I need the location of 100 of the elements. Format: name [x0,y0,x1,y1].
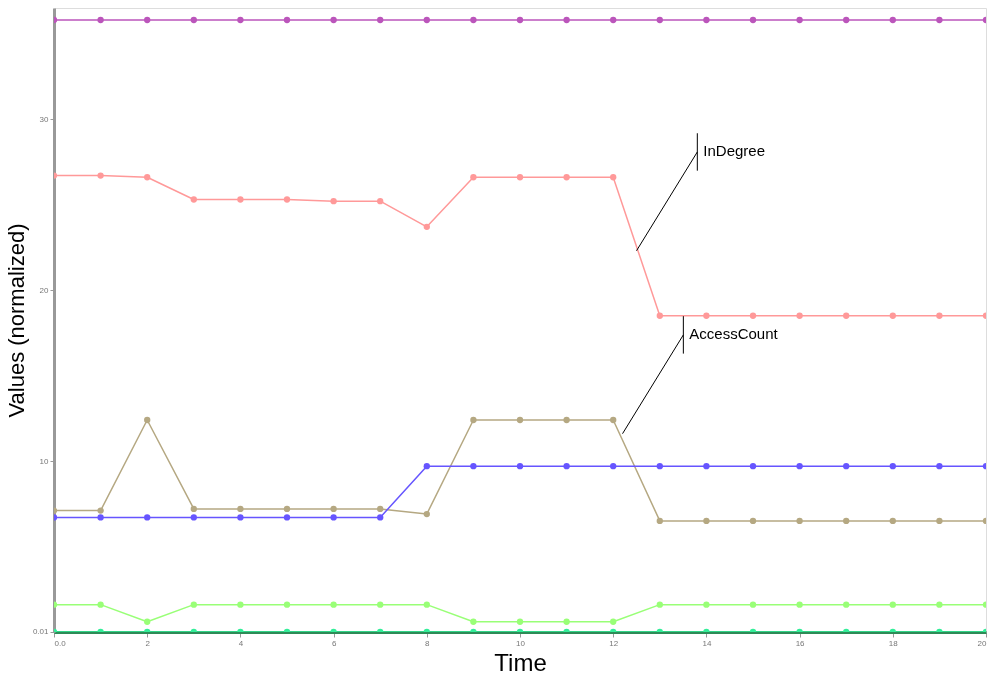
point [377,198,384,205]
point [190,196,197,203]
y-tick-label: 30 [39,114,50,124]
point [703,601,710,608]
line-series [54,416,986,525]
point [283,601,291,608]
point [237,196,244,203]
point [749,16,757,24]
point [656,312,663,319]
point [190,505,197,513]
point [936,463,943,470]
x-axis-title: Time [494,648,547,676]
point [703,16,710,24]
point [190,514,197,521]
y-axis-title: Values (normalized) [3,223,29,418]
point [237,514,244,521]
point [470,16,477,24]
y-tick-label: 20 [39,285,50,295]
point [377,16,384,24]
point [749,517,757,525]
point [330,198,337,205]
point [144,16,151,24]
point [563,416,570,424]
point [610,16,617,24]
annotation: AccessCount [689,324,779,342]
point [936,312,943,319]
x-tick-label: 20 [977,638,988,648]
point [97,16,104,24]
point [97,601,104,608]
point [237,16,244,24]
point [470,416,477,424]
point [144,174,151,181]
point [470,618,477,625]
point [237,601,244,608]
x-tick-label: 6 [331,638,337,648]
point [190,601,197,608]
point [563,174,570,181]
x-tick-label: 0.0 [54,638,67,648]
point [703,312,710,319]
point [470,174,477,181]
point [936,16,943,24]
point [516,618,524,625]
point [703,517,710,525]
point [283,196,291,203]
point [330,16,337,24]
line-series [54,172,986,319]
x-tick-label: 8 [425,638,431,648]
point [516,16,524,24]
point [610,174,617,181]
point [749,312,757,319]
point [656,517,663,525]
point [377,601,384,608]
point [330,514,337,521]
point [563,16,570,24]
point [796,601,803,608]
point [144,514,151,521]
point [796,463,803,470]
point [423,463,430,470]
x-tick-label: 12 [609,638,619,648]
y-tick-label: 10 [39,456,50,466]
point [843,463,850,470]
point [190,16,197,24]
point [936,601,943,608]
point [656,16,663,24]
x-tick-label: 18 [888,638,899,648]
point [97,514,104,521]
point [470,463,477,470]
point [423,223,430,230]
x-tick-label: 4 [238,638,244,648]
point [516,463,524,470]
point [843,601,850,608]
point [516,174,524,181]
point [423,510,430,518]
point [423,601,430,608]
y-tick-label: 0.01 [32,627,50,637]
x-tick-label: 16 [795,638,806,648]
point [563,618,570,625]
point [796,312,803,319]
point [423,16,430,24]
point [889,312,896,319]
point [563,463,570,470]
point [610,416,617,424]
point [889,16,896,24]
point [843,312,850,319]
point [656,463,663,470]
point [889,463,896,470]
point [656,601,663,608]
x-tick-label: 2 [145,638,151,648]
point [283,16,291,24]
point [97,507,104,514]
point [377,505,384,513]
x-tick-label: 10 [516,638,526,648]
point [889,601,896,608]
point [749,601,757,608]
point [749,463,757,470]
point [330,505,337,513]
annotation: InDegree [703,141,766,159]
point [283,505,291,513]
point [283,514,291,521]
point [843,16,850,24]
